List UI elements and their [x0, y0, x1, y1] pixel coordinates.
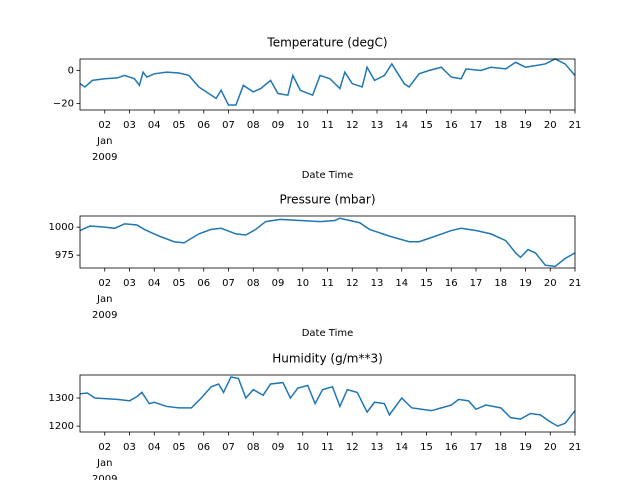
y-tick-label: 975: [55, 250, 74, 261]
x-tick-label: 19: [519, 278, 532, 289]
subplot-title: Humidity (g/m**3): [272, 352, 383, 366]
x-tick-label: 14: [395, 278, 408, 289]
x-tick-label: 05: [173, 442, 186, 453]
x-tick-label: 10: [296, 278, 309, 289]
x-tick-label: 20: [544, 278, 557, 289]
x-tick-label: 11: [321, 278, 334, 289]
x-tick-label: 21: [569, 442, 582, 453]
x-year-label: 2009: [92, 474, 117, 480]
x-tick-label: 07: [222, 120, 235, 131]
x-tick-label: 07: [222, 278, 235, 289]
x-tick-label: 06: [197, 442, 210, 453]
y-tick-label: 1200: [49, 421, 74, 432]
x-axis-label: Date Time: [302, 170, 354, 181]
x-tick-label: 13: [371, 278, 384, 289]
x-tick-label: 08: [247, 120, 260, 131]
x-tick-label: 04: [148, 120, 161, 131]
data-line: [79, 217, 576, 268]
data-line: [79, 58, 576, 106]
x-tick-label: 08: [247, 442, 260, 453]
x-tick-label: 17: [470, 120, 483, 131]
x-tick-label: 20: [544, 442, 557, 453]
x-tick-label: 15: [420, 120, 433, 131]
x-tick-label: 17: [470, 278, 483, 289]
x-tick-label: 09: [272, 278, 285, 289]
axes-frame: [79, 58, 576, 111]
x-tick-label: 12: [346, 442, 359, 453]
x-tick-label: 04: [148, 442, 161, 453]
x-tick-label: 05: [173, 278, 186, 289]
x-tick-label: 02: [98, 120, 111, 131]
x-tick-label: 03: [123, 120, 136, 131]
x-tick-label: 11: [321, 442, 334, 453]
x-tick-label: 13: [371, 120, 384, 131]
x-tick-label: 20: [544, 120, 557, 131]
y-tick-label: 1000: [49, 222, 74, 233]
x-tick-label: 16: [445, 442, 458, 453]
subplot-title: Temperature (degC): [266, 36, 387, 50]
x-year-label: 2009: [92, 152, 117, 163]
axes-frame: [79, 215, 576, 269]
x-tick-label: 19: [519, 442, 532, 453]
data-line: [79, 376, 576, 427]
x-axis-label: Date Time: [302, 328, 354, 339]
y-tick-label: 0: [68, 66, 74, 77]
x-tick-label: 15: [420, 278, 433, 289]
x-tick-label: 09: [272, 442, 285, 453]
y-tick-label: 1300: [49, 393, 74, 404]
x-tick-label: 09: [272, 120, 285, 131]
x-tick-label: 15: [420, 442, 433, 453]
x-month-label: Jan: [96, 458, 112, 469]
x-tick-label: 02: [98, 442, 111, 453]
x-tick-label: 10: [296, 442, 309, 453]
x-tick-label: 03: [123, 278, 136, 289]
x-tick-label: 14: [395, 120, 408, 131]
y-tick-label: −20: [53, 98, 74, 109]
x-tick-label: 14: [395, 442, 408, 453]
x-tick-label: 12: [346, 120, 359, 131]
x-tick-label: 19: [519, 120, 532, 131]
x-tick-label: 05: [173, 120, 186, 131]
subplot-title: Pressure (mbar): [279, 193, 375, 207]
x-tick-label: 04: [148, 278, 161, 289]
x-tick-label: 02: [98, 278, 111, 289]
x-tick-label: 16: [445, 278, 458, 289]
x-tick-label: 06: [197, 278, 210, 289]
x-tick-label: 03: [123, 442, 136, 453]
x-tick-label: 18: [494, 120, 507, 131]
x-tick-label: 06: [197, 120, 210, 131]
x-year-label: 2009: [92, 310, 117, 321]
axes-frame: [79, 374, 576, 433]
x-tick-label: 17: [470, 442, 483, 453]
x-month-label: Jan: [96, 294, 112, 305]
x-tick-label: 21: [569, 120, 582, 131]
x-tick-label: 11: [321, 120, 334, 131]
x-tick-label: 07: [222, 442, 235, 453]
x-tick-label: 21: [569, 278, 582, 289]
x-tick-label: 12: [346, 278, 359, 289]
x-month-label: Jan: [96, 136, 112, 147]
x-tick-label: 08: [247, 278, 260, 289]
x-tick-label: 16: [445, 120, 458, 131]
x-tick-label: 10: [296, 120, 309, 131]
x-tick-label: 18: [494, 442, 507, 453]
x-tick-label: 13: [371, 442, 384, 453]
x-tick-label: 18: [494, 278, 507, 289]
